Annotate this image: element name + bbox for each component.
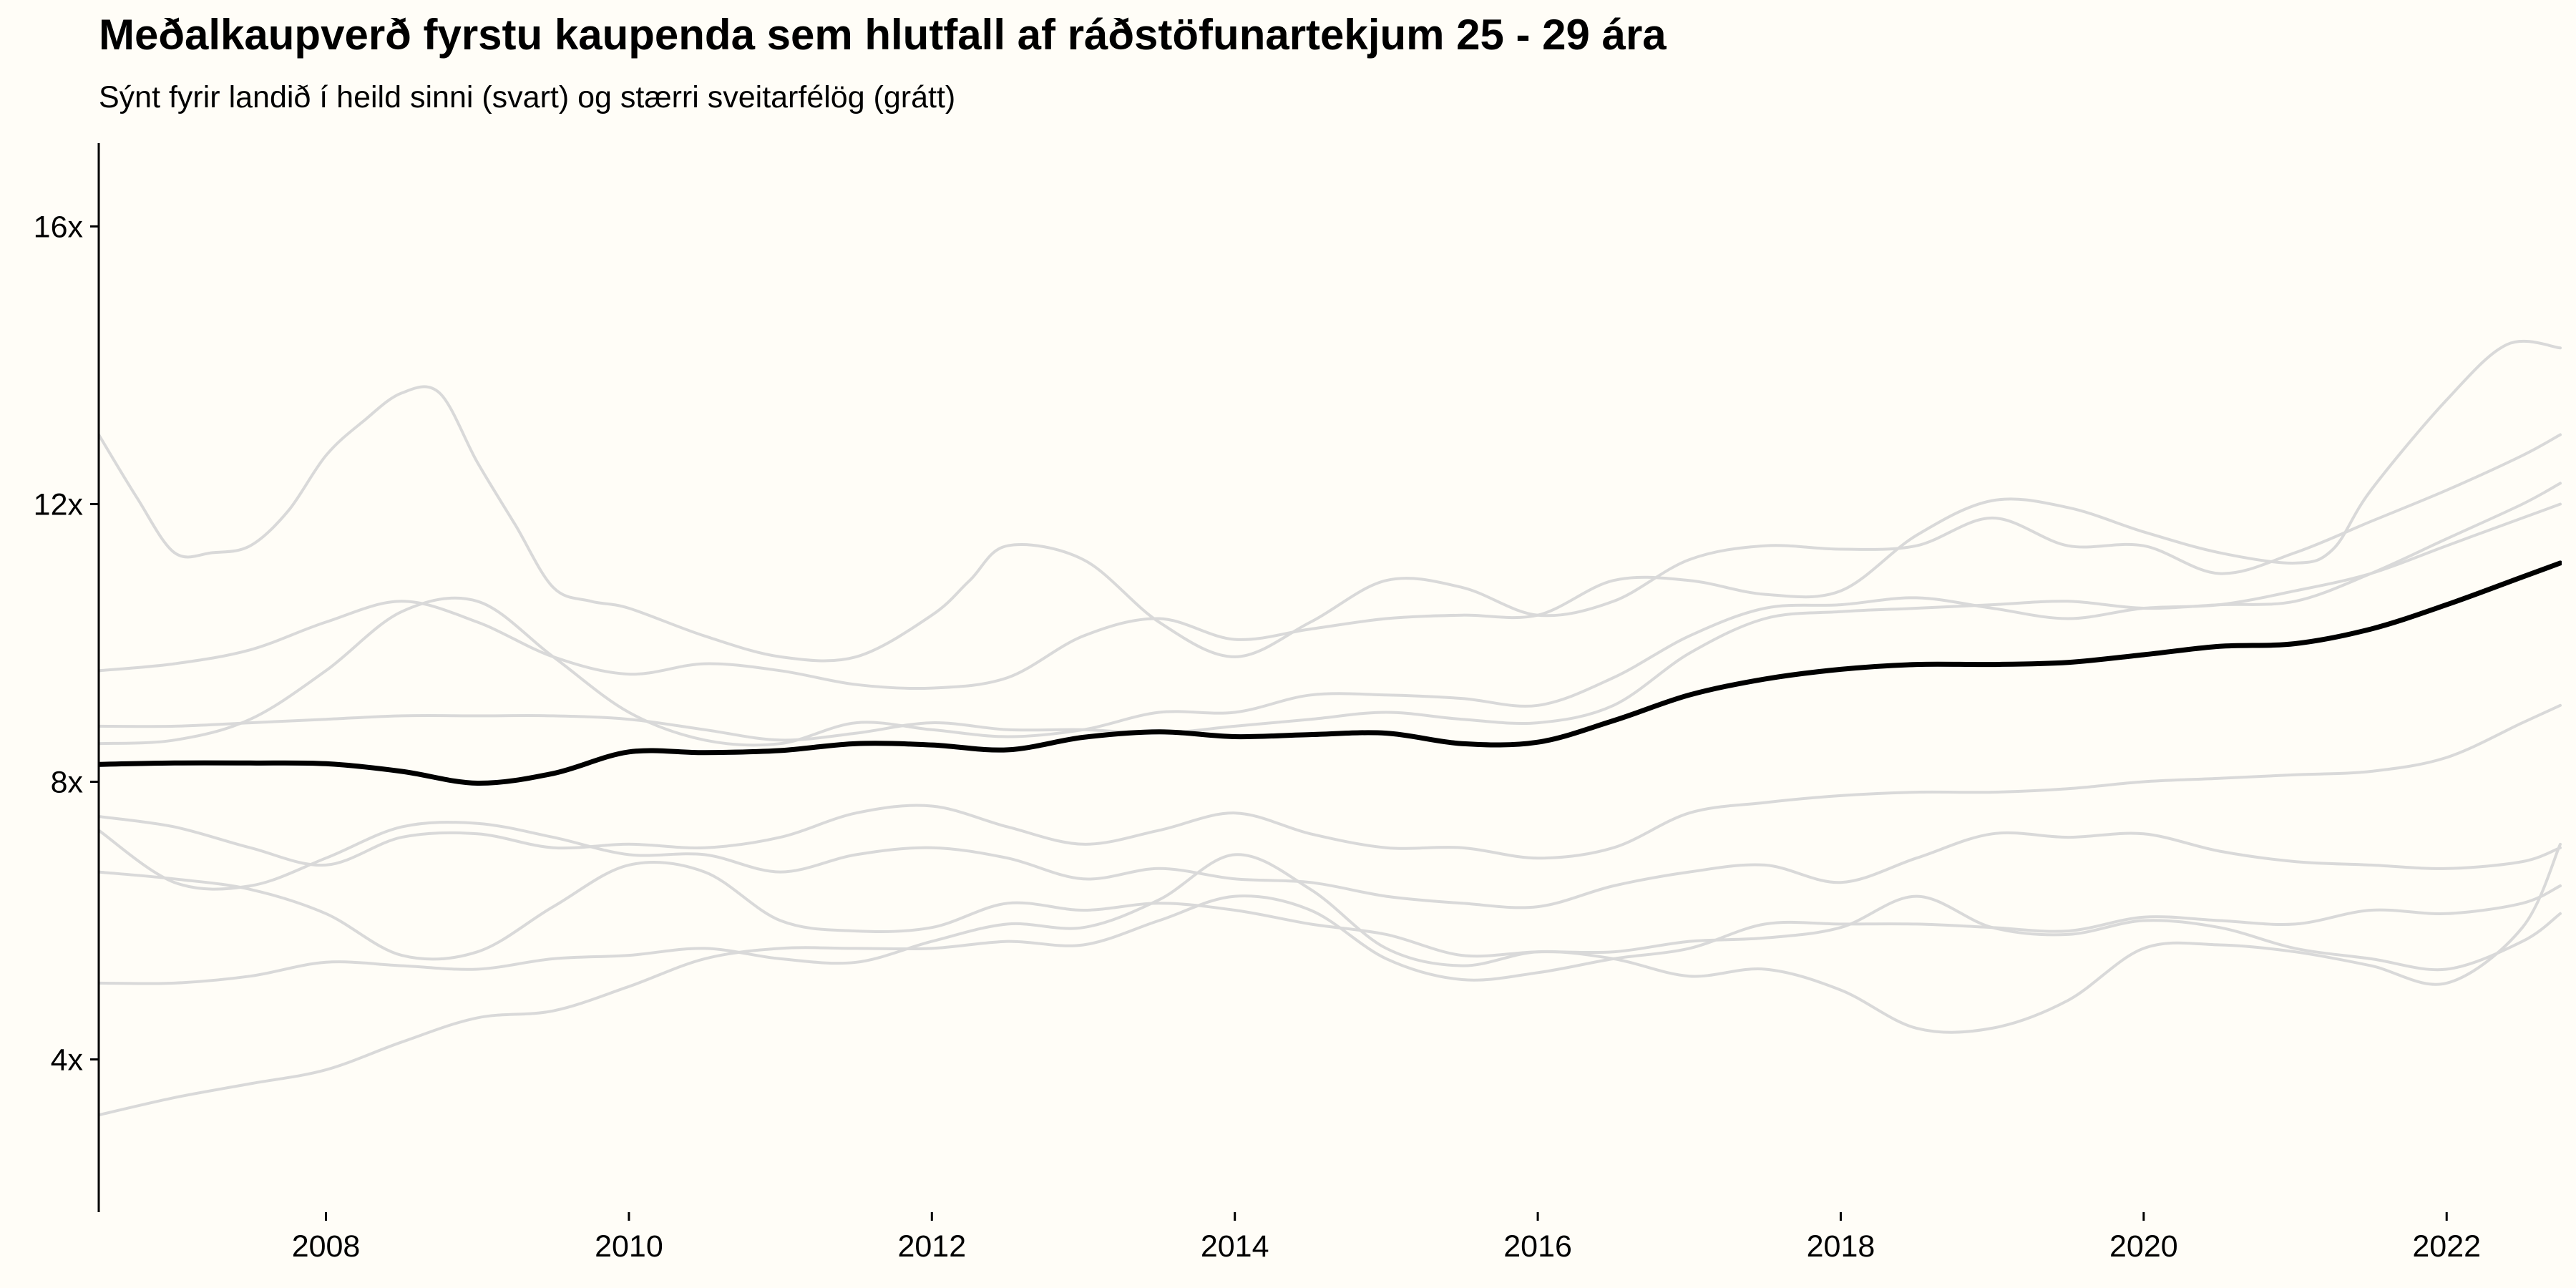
y-tick-label: 16x	[34, 210, 84, 244]
municipality-line-6	[99, 821, 2562, 909]
x-tick-label: 2010	[595, 1229, 663, 1264]
municipality-line-8	[99, 842, 2562, 1034]
municipality-line-7	[99, 861, 2562, 972]
x-tick-label: 2016	[1503, 1229, 1572, 1264]
x-tick-label: 2012	[897, 1229, 966, 1264]
municipality-line-3	[99, 502, 2562, 747]
municipality-line-5	[99, 703, 2562, 867]
municipality-lines	[99, 339, 2562, 1117]
axes: 4x 8x 12x 16x 2008 2010 2012 2014 2016 2018 2020 20…	[34, 143, 2481, 1264]
municipality-line-4	[99, 482, 2562, 742]
municipality-line-1	[99, 385, 2562, 663]
y-tick-label: 4x	[51, 1043, 84, 1078]
chart-subtitle: Sýnt fyrir landið í heild sinni (svart) …	[99, 80, 956, 114]
x-tick-label: 2018	[1807, 1229, 1875, 1264]
chart-title: Meðalkaupverð fyrstu kaupenda sem hlutfa…	[99, 11, 1667, 59]
x-tick-label: 2022	[2412, 1229, 2481, 1264]
x-tick-label: 2008	[292, 1229, 361, 1264]
y-tick-label: 8x	[51, 766, 84, 800]
municipality-line-9	[99, 884, 2562, 1117]
y-tick-label: 12x	[34, 487, 84, 522]
national-line-group	[99, 560, 2562, 786]
x-tick-label: 2020	[2109, 1229, 2178, 1264]
municipality-line-2	[99, 339, 2562, 691]
x-tick-label: 2014	[1201, 1229, 1269, 1264]
national-line	[99, 560, 2562, 786]
